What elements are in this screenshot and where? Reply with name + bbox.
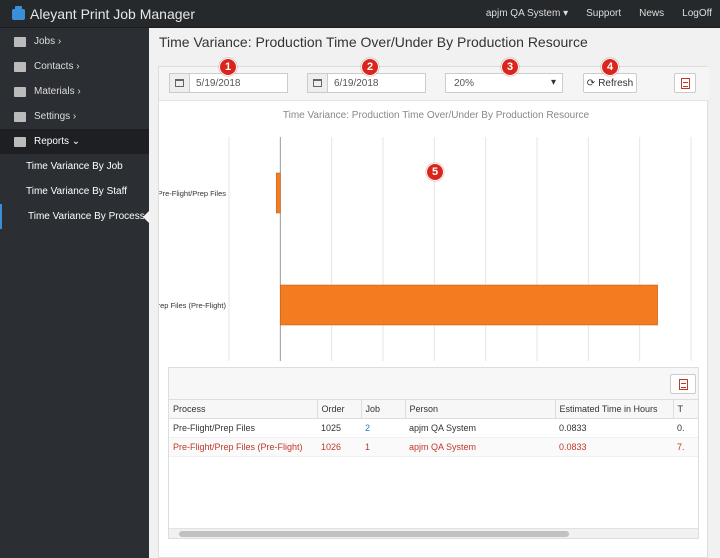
cell-t: 0. [673, 418, 698, 438]
chart-title: Time Variance: Production Time Over/Unde… [283, 110, 590, 121]
support-link[interactable]: Support [586, 8, 622, 19]
refresh-button[interactable]: ⟳ Refresh [583, 73, 637, 93]
column-header-order[interactable]: Order [317, 400, 362, 419]
cell-process: Pre-Flight/Prep Files (Pre-Flight) [169, 437, 317, 457]
filter-toolbar: 5/19/2018 6/19/2018 20% ⟳ Refresh [159, 67, 709, 101]
sidebar-item-materials[interactable]: Materials › [0, 79, 149, 104]
sidebar-item-label: Reports ⌄ [34, 136, 81, 147]
logoff-link[interactable]: LogOff [682, 8, 712, 19]
cell-person: apjm QA System [405, 418, 555, 438]
callout-badge-3: 3 [501, 58, 519, 76]
sidebar-item-reports[interactable]: Reports ⌄ [0, 129, 149, 154]
sidebar-item-label: Contacts › [34, 61, 80, 72]
table-row[interactable]: Pre-Flight/Prep Files (Pre-Flight) 1026 … [169, 437, 698, 457]
refresh-icon: ⟳ [586, 77, 596, 89]
top-nav: apjm QA System ▾ Support News LogOff [486, 8, 712, 19]
horizontal-scrollbar[interactable] [169, 528, 698, 538]
pdf-icon [680, 77, 690, 89]
chart-category-label: Pre-Flight/Prep Files (Pre-Flight) [159, 301, 226, 310]
sidebar-item-label: Settings › [34, 111, 77, 122]
sidebar-item-label: Jobs › [34, 36, 62, 47]
sidebar-subitem-by-staff[interactable]: Time Variance By Staff [26, 186, 127, 197]
cell-job-link[interactable]: 2 [361, 418, 405, 438]
cubes-icon [14, 86, 26, 97]
chart-category-label: Pre-Flight/Prep Files [159, 189, 226, 198]
gear-icon [14, 111, 26, 122]
process-table: Process Order Job Person Estimated Time … [169, 400, 698, 457]
callout-badge-2: 2 [361, 58, 379, 76]
page-title: Time Variance: Production Time Over/Unde… [159, 34, 588, 50]
data-grid: Process Order Job Person Estimated Time … [168, 367, 699, 539]
top-bar: Aleyant Print Job Manager apjm QA System… [0, 0, 720, 28]
column-header-t[interactable]: T [673, 400, 698, 419]
app-brand[interactable]: Aleyant Print Job Manager [12, 5, 195, 22]
cell-estimated-time: 0.0833 [555, 437, 673, 457]
calendar-icon[interactable] [170, 74, 190, 92]
sidebar-item-contacts[interactable]: Contacts › [0, 54, 149, 79]
callout-badge-1: 1 [219, 58, 237, 76]
start-date-value: 5/19/2018 [196, 78, 241, 89]
table-row[interactable]: Pre-Flight/Prep Files 1025 2 apjm QA Sys… [169, 418, 698, 438]
sidebar: Jobs › Contacts › Materials › Settings ›… [0, 28, 149, 558]
main-content: Time Variance: Production Time Over/Unde… [118, 28, 720, 558]
column-header-estimated-time[interactable]: Estimated Time in Hours [555, 400, 674, 419]
end-date-value: 6/19/2018 [334, 78, 379, 89]
printer-icon [12, 5, 25, 20]
sidebar-item-jobs[interactable]: Jobs › [0, 29, 149, 54]
sidebar-subitem-by-process[interactable]: Time Variance By Process [0, 204, 149, 229]
users-icon [14, 61, 26, 72]
grid-toolbar [169, 368, 698, 400]
pdf-icon [678, 378, 688, 390]
cell-person: apjm QA System [405, 437, 555, 457]
cell-order: 1025 [317, 418, 361, 438]
sidebar-subitem-by-job[interactable]: Time Variance By Job [26, 161, 123, 172]
cell-t: 7. [673, 437, 698, 457]
chart-grid [228, 137, 692, 361]
document-icon [14, 136, 26, 147]
chart-svg: Time Variance: Production Time Over/Unde… [118, 110, 699, 379]
cell-job-link[interactable]: 1 [361, 437, 405, 457]
calendar-icon[interactable] [308, 74, 328, 92]
start-date-field[interactable]: 5/19/2018 [169, 73, 288, 93]
table-header-row: Process Order Job Person Estimated Time … [169, 400, 698, 419]
news-link[interactable]: News [639, 8, 665, 19]
column-header-job[interactable]: Job [361, 400, 406, 419]
cell-process: Pre-Flight/Prep Files [169, 418, 317, 438]
grid-export-pdf-button[interactable] [670, 374, 696, 394]
chart-bar[interactable] [275, 172, 281, 214]
app-title: Aleyant Print Job Manager [30, 6, 195, 22]
percent-select[interactable]: 20% [445, 73, 563, 93]
chart-bars [275, 172, 658, 326]
time-variance-chart: Time Variance: Production Time Over/Unde… [118, 101, 709, 391]
callout-badge-5: 5 [426, 163, 444, 181]
callout-badge-4: 4 [601, 58, 619, 76]
cart-icon [14, 36, 26, 47]
end-date-field[interactable]: 6/19/2018 [307, 73, 426, 93]
refresh-label: Refresh [598, 77, 634, 89]
cell-estimated-time: 0.0833 [555, 418, 673, 438]
column-header-process[interactable]: Process [169, 400, 318, 419]
column-header-person[interactable]: Person [405, 400, 556, 419]
cell-order: 1026 [317, 437, 361, 457]
export-pdf-button[interactable] [674, 73, 696, 93]
report-panel: 5/19/2018 6/19/2018 20% ⟳ Refresh 1 2 3 … [118, 58, 709, 558]
chart-category-labels: Pre-Flight/Prep Files Pre-Flight/Prep Fil… [118, 189, 226, 310]
chart-bar[interactable] [280, 284, 658, 326]
user-menu[interactable]: apjm QA System ▾ [485, 8, 569, 19]
sidebar-item-label: Materials › [34, 86, 81, 97]
sidebar-item-settings[interactable]: Settings › [0, 104, 149, 129]
scrollbar-thumb[interactable] [179, 531, 569, 537]
